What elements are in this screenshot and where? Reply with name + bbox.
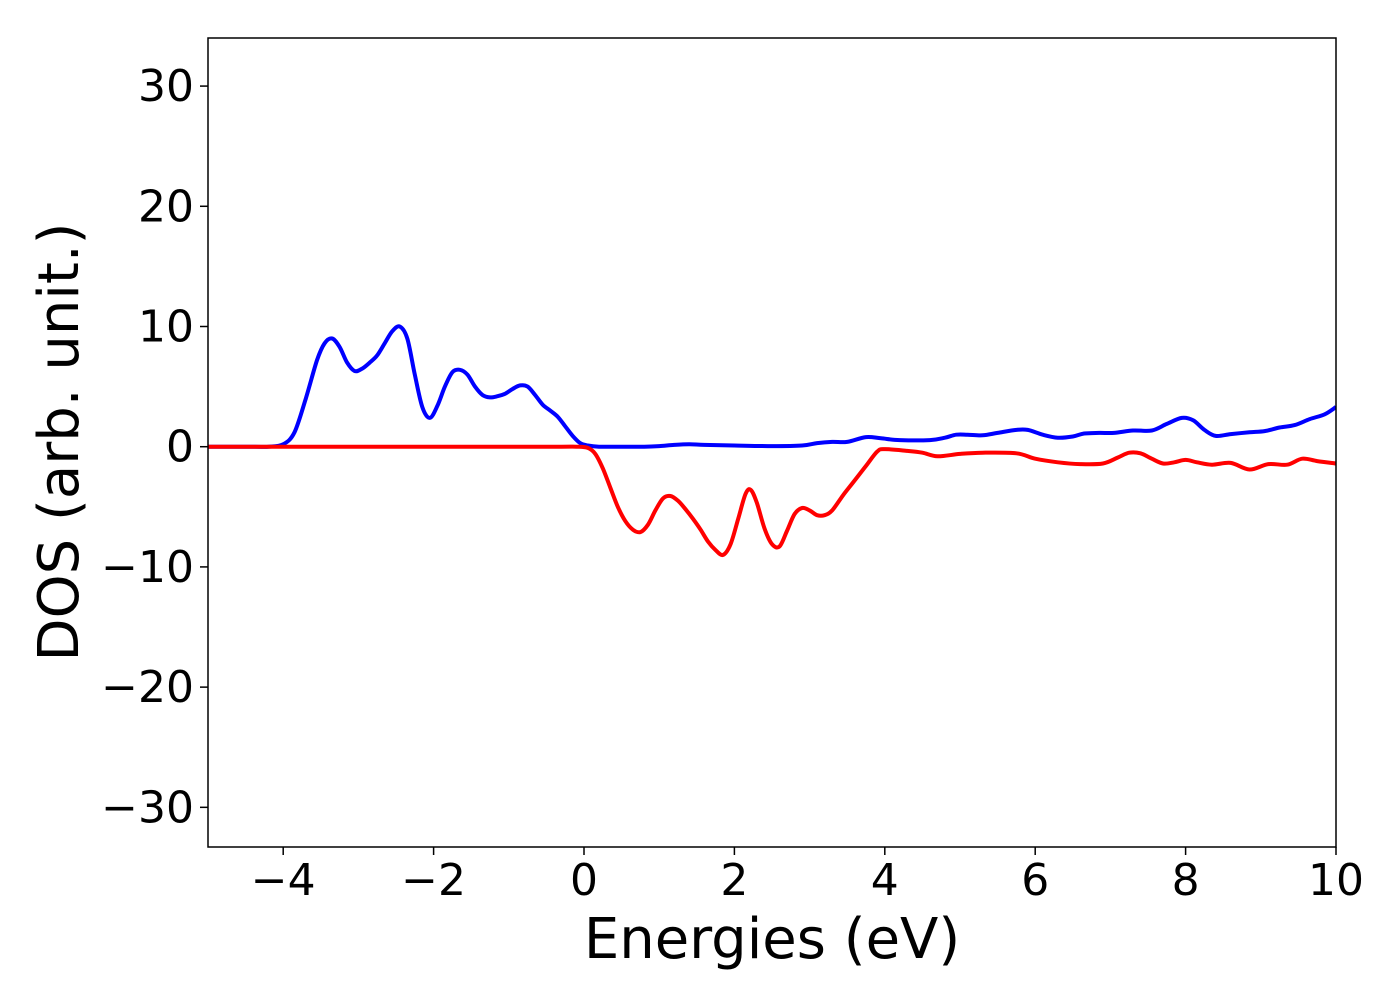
x-axis-label: Energies (eV) bbox=[584, 907, 960, 972]
series-line-1 bbox=[208, 444, 1336, 558]
y-tick-label: −10 bbox=[101, 542, 194, 593]
x-tick-label: 10 bbox=[1308, 855, 1364, 906]
x-tick-label: 4 bbox=[871, 855, 899, 906]
series-layer bbox=[208, 324, 1336, 558]
x-tick-label: 8 bbox=[1172, 855, 1200, 906]
x-tick-label: 6 bbox=[1021, 855, 1049, 906]
y-tick-label: −30 bbox=[101, 782, 194, 833]
x-tick-label: −4 bbox=[251, 855, 316, 906]
y-axis-label: DOS (arb. unit.) bbox=[27, 222, 92, 661]
y-tick-label: 0 bbox=[166, 422, 194, 473]
y-tick-label: 20 bbox=[138, 181, 194, 232]
x-tick-label: 0 bbox=[570, 855, 598, 906]
y-tick-label: 10 bbox=[138, 301, 194, 352]
series-line-0 bbox=[208, 324, 1336, 449]
plot-frame bbox=[207, 37, 1337, 848]
x-tick-label: 2 bbox=[720, 855, 748, 906]
y-tick-label: −20 bbox=[101, 662, 194, 713]
x-tick-label: −2 bbox=[401, 855, 466, 906]
y-tick-label: 30 bbox=[138, 61, 194, 112]
